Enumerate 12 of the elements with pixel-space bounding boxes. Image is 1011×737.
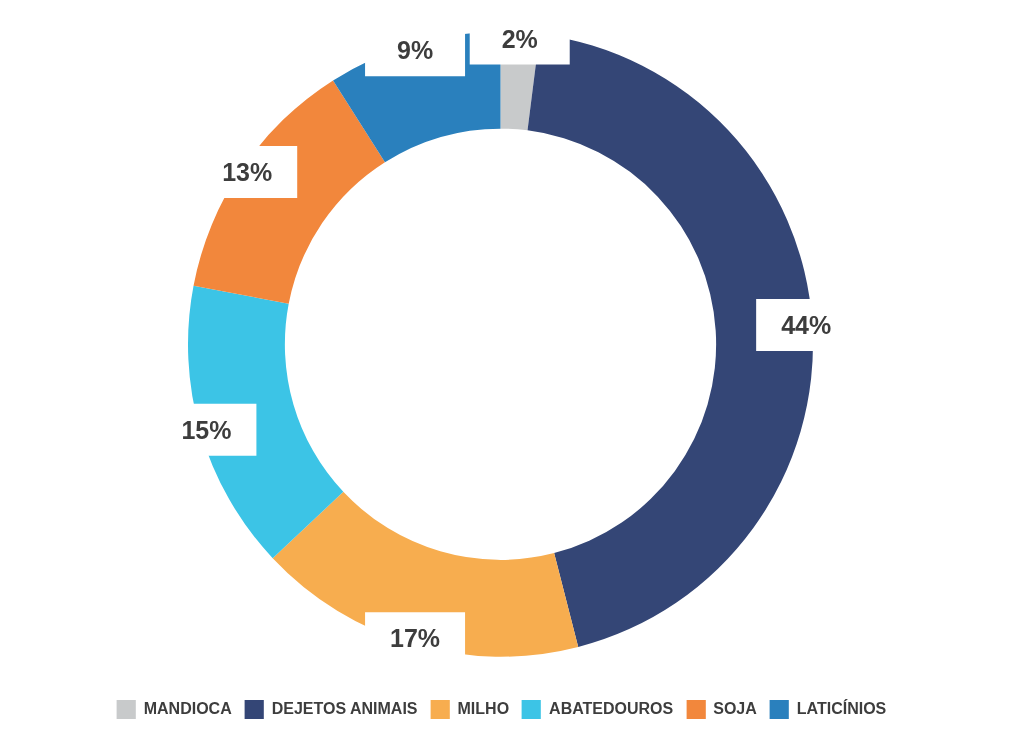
data-label: 17% [390, 624, 441, 653]
data-label: 44% [781, 311, 832, 340]
legend-label: LATICÍNIOS [796, 700, 887, 718]
data-label: 2% [501, 24, 538, 53]
legend-label: ABATEDOUROS [549, 700, 674, 718]
legend-label: DEJETOS ANIMAIS [271, 700, 418, 718]
data-label: 15% [181, 415, 232, 444]
legend-label: MILHO [457, 700, 510, 718]
legend-label: MANDIOCA [143, 700, 232, 718]
legend-label: SOJA [713, 700, 757, 718]
data-label: 13% [222, 158, 273, 187]
data-label: 9% [396, 36, 434, 65]
